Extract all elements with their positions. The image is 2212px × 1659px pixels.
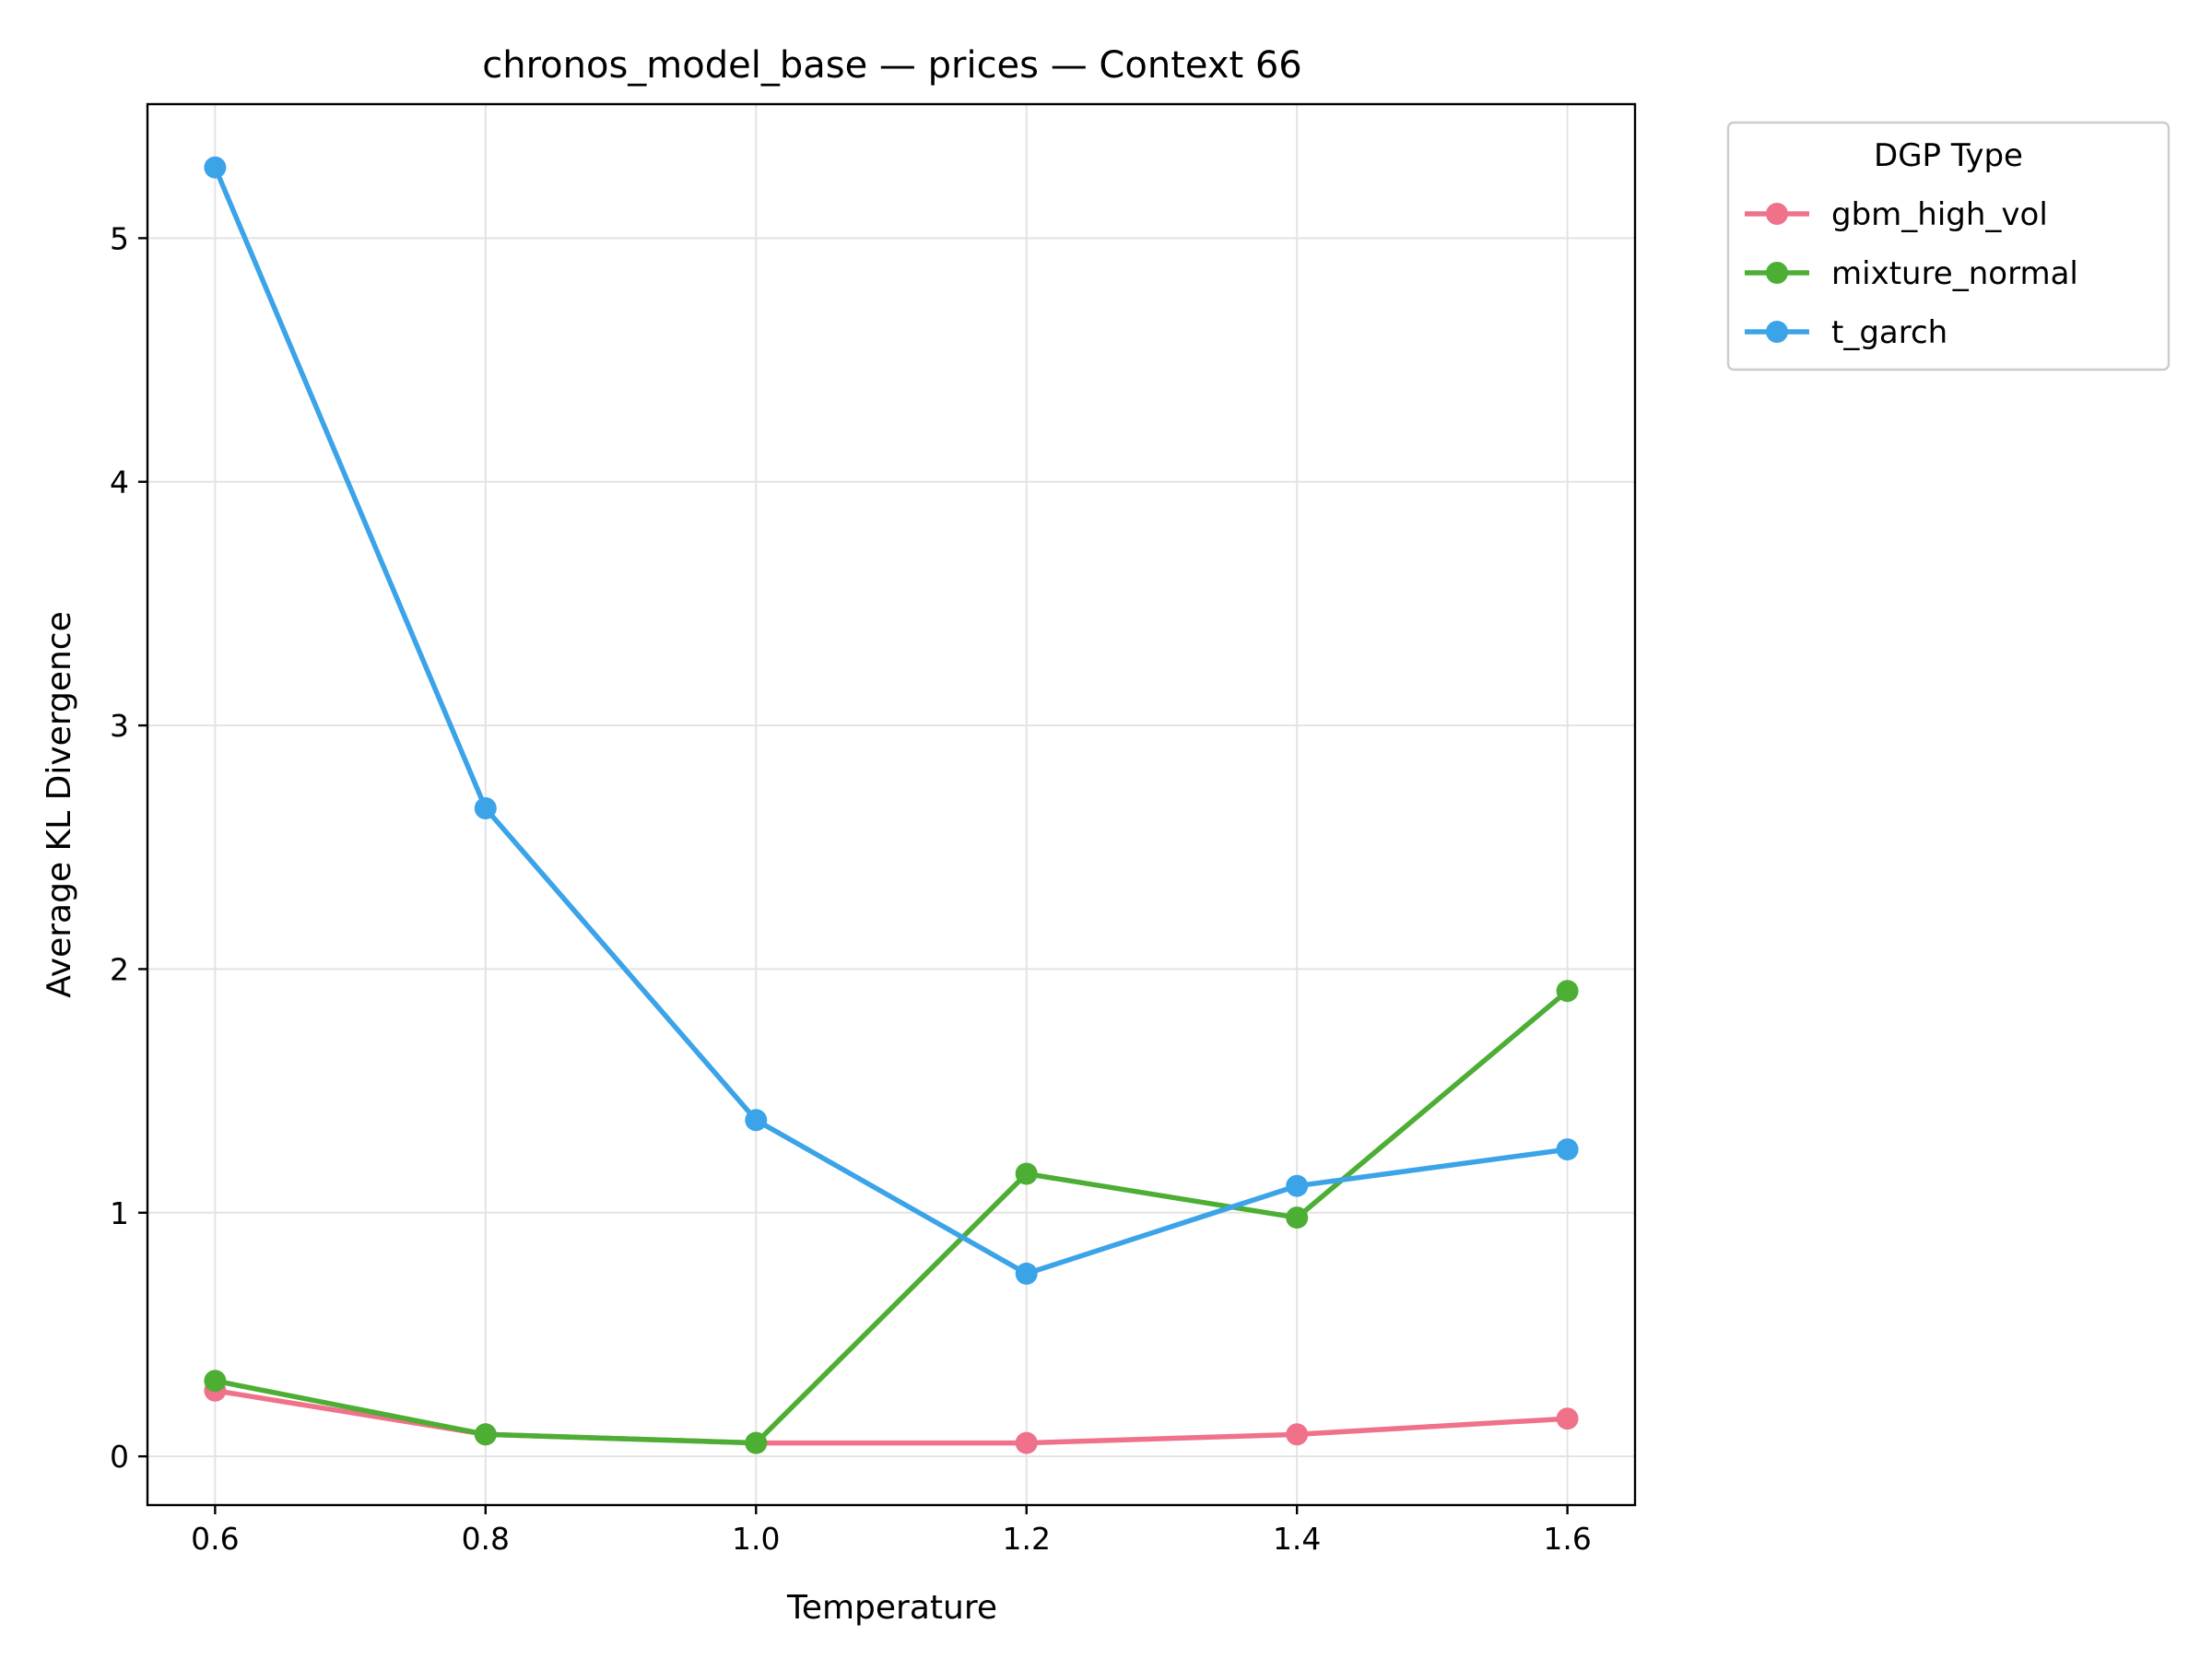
plot-area-frame	[146, 102, 1637, 1507]
legend-frame	[1726, 121, 2171, 371]
series-layer	[204, 156, 1579, 1454]
series-line	[212, 164, 1571, 1277]
legend-item: t_garch	[1745, 314, 1947, 351]
y-tick-label: 4	[110, 465, 129, 500]
data-point	[1556, 980, 1579, 1003]
x-tick-label: 0.8	[462, 1521, 510, 1557]
x-tick-label: 0.6	[191, 1521, 239, 1557]
data-point	[745, 1431, 768, 1454]
legend-swatch-marker	[1766, 321, 1788, 343]
legend-label: t_garch	[1831, 314, 1947, 351]
y-tick-label: 0	[110, 1439, 129, 1475]
data-point	[1015, 1162, 1038, 1185]
legend: DGP Type gbm_high_vol mixture_normal t_gar…	[1726, 121, 2171, 371]
x-tick-label: 1.0	[732, 1521, 780, 1557]
data-point	[204, 1370, 227, 1393]
y-tick-label: 3	[110, 708, 129, 744]
legend-swatch-marker	[1766, 203, 1788, 225]
legend-item: mixture_normal	[1745, 255, 2078, 292]
data-point	[745, 1109, 768, 1132]
x-axis-ticks: 0.6 0.8 1.0 1.2 1.4 1.6	[191, 1505, 1592, 1557]
x-tick-label: 1.6	[1543, 1521, 1591, 1557]
data-point	[1015, 1262, 1038, 1285]
legend-swatch-marker	[1766, 262, 1788, 284]
legend-item: gbm_high_vol	[1745, 196, 2048, 233]
data-point	[1015, 1431, 1038, 1454]
y-tick-label: 5	[110, 220, 129, 256]
data-point	[474, 797, 497, 819]
data-point	[204, 156, 227, 179]
y-tick-label: 2	[110, 951, 129, 987]
series-t_garch	[204, 156, 1579, 1285]
x-tick-label: 1.4	[1273, 1521, 1321, 1557]
legend-items: gbm_high_vol mixture_normal t_garch	[1745, 196, 2078, 351]
data-point	[1556, 1138, 1579, 1161]
data-point	[1286, 1174, 1309, 1197]
legend-title: DGP Type	[1874, 137, 2023, 174]
legend-label: mixture_normal	[1831, 255, 2078, 292]
data-point	[1286, 1206, 1309, 1230]
data-point	[474, 1423, 497, 1446]
data-point	[1556, 1407, 1579, 1430]
x-axis-label: Temperature	[786, 1589, 997, 1627]
y-axis-label: Average KL Divergence	[41, 611, 78, 997]
y-axis-ticks: 0 1 2 3 4 5	[110, 220, 147, 1475]
x-tick-label: 1.2	[1002, 1521, 1050, 1557]
legend-label: gbm_high_vol	[1831, 196, 2048, 233]
chart-title: chronos_model_base — prices — Context 66	[482, 44, 1302, 87]
y-tick-label: 1	[110, 1195, 129, 1231]
data-point	[1286, 1423, 1309, 1446]
